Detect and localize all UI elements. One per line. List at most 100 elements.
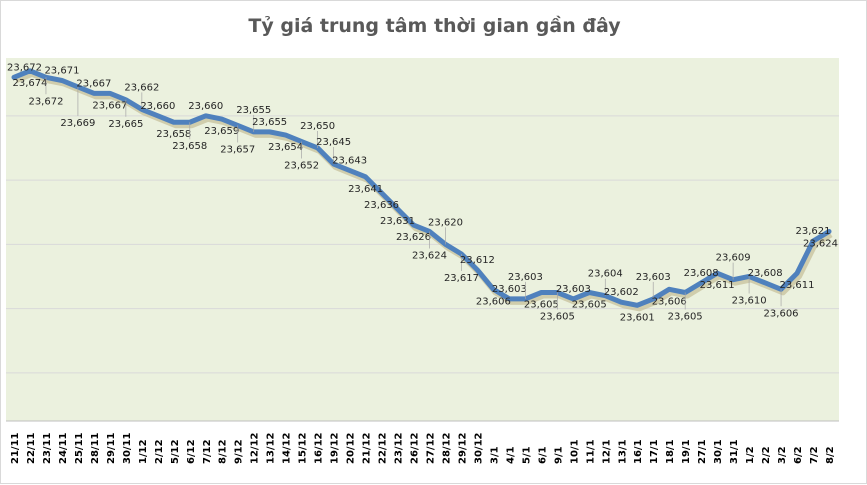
- x-tick-label: 16/12: [314, 432, 325, 464]
- data-label: 23,612: [460, 255, 495, 266]
- data-label: 23,626: [396, 232, 431, 243]
- x-tick-label: 10/1: [569, 439, 580, 464]
- data-label: 23,602: [604, 287, 639, 298]
- x-tick-label: 27/12: [425, 432, 436, 464]
- data-point: [12, 75, 16, 80]
- data-label: 23,655: [252, 117, 287, 128]
- data-point: [91, 91, 96, 96]
- data-point: [395, 206, 400, 211]
- data-label: 23,660: [140, 101, 175, 112]
- data-point: [491, 287, 496, 292]
- data-point: [59, 78, 64, 83]
- x-tick-label: 11/1: [585, 439, 596, 464]
- data-point: [539, 290, 544, 295]
- x-tick-label: 27/1: [697, 439, 708, 464]
- x-tick-label: 9/12: [234, 439, 245, 464]
- data-label: 23,604: [588, 269, 623, 280]
- data-label: 23,650: [300, 121, 335, 132]
- data-label: 23,603: [636, 272, 671, 283]
- data-point: [107, 91, 112, 96]
- data-label: 23,611: [780, 280, 815, 291]
- data-label: 23,662: [124, 82, 159, 93]
- data-label: 23,665: [108, 119, 143, 130]
- data-label: 23,645: [316, 137, 351, 148]
- data-point: [715, 271, 720, 276]
- x-tick-label: 19/1: [681, 439, 692, 464]
- data-point: [347, 168, 352, 173]
- data-label: 23,624: [803, 238, 838, 249]
- data-point: [571, 296, 576, 301]
- data-label: 23,667: [92, 100, 127, 111]
- data-label: 23,655: [236, 105, 271, 116]
- x-tick-label: 23/12: [394, 432, 405, 464]
- x-tick-label: 12/12: [250, 432, 261, 464]
- data-point: [667, 287, 672, 292]
- x-tick-label: 6/12: [186, 439, 197, 464]
- data-label: 23,606: [652, 296, 687, 307]
- data-label: 23,603: [492, 284, 527, 295]
- x-tick-label: 28/12: [441, 432, 452, 464]
- data-label: 23,601: [620, 312, 655, 323]
- data-point: [619, 300, 624, 305]
- data-label: 23,660: [188, 101, 223, 112]
- data-point: [219, 117, 224, 122]
- x-tick-label: 17/1: [649, 439, 660, 464]
- x-tick-label: 2/2: [761, 446, 772, 464]
- data-label: 23,669: [60, 118, 95, 129]
- x-tick-label: 24/11: [58, 432, 69, 464]
- data-point: [635, 303, 640, 308]
- data-label: 23,641: [348, 184, 383, 195]
- x-tick-label: 18/1: [665, 439, 676, 464]
- x-tick-label: 13/12: [266, 432, 277, 464]
- data-point: [475, 268, 480, 273]
- data-label: 23,605: [668, 312, 703, 323]
- x-tick-label: 28/11: [90, 432, 101, 464]
- data-label: 23,605: [572, 300, 607, 311]
- x-tick-label: 2/12: [154, 439, 165, 464]
- data-label: 23,605: [524, 300, 559, 311]
- data-label: 23,667: [76, 78, 111, 89]
- x-tick-label: 31/1: [729, 439, 740, 464]
- data-label: 23,624: [412, 250, 447, 261]
- x-tick-label: 6/2: [793, 446, 804, 464]
- data-label: 23,606: [764, 308, 799, 319]
- data-label: 23,652: [284, 161, 319, 172]
- data-label: 23,603: [556, 284, 591, 295]
- data-label: 23,608: [684, 268, 719, 279]
- x-tick-label: 12/1: [601, 439, 612, 464]
- x-tick-label: 19/12: [330, 432, 341, 464]
- x-tick-label: 8/12: [218, 439, 229, 464]
- x-tick-label: 7/12: [202, 439, 213, 464]
- x-tick-label: 22/12: [378, 432, 389, 464]
- data-label: 23,621: [796, 226, 831, 237]
- data-point: [283, 133, 288, 138]
- data-point: [171, 120, 176, 125]
- data-point: [155, 113, 160, 118]
- x-tick-label: 30/1: [713, 439, 724, 464]
- x-tick-label: 26/12: [410, 432, 421, 464]
- data-label: 23,609: [716, 253, 751, 264]
- x-tick-label: 1/12: [138, 439, 149, 464]
- data-label: 23,654: [268, 142, 303, 153]
- data-point: [27, 68, 32, 73]
- series-line: [11, 68, 832, 308]
- x-tick-label: 21/11: [10, 432, 21, 464]
- x-tick-label: 14/12: [282, 432, 293, 464]
- x-tick-label: 23/11: [42, 432, 53, 464]
- data-label: 23,643: [332, 155, 367, 166]
- data-label: 23,658: [156, 129, 191, 140]
- data-label: 23,631: [380, 216, 415, 227]
- data-point: [587, 290, 592, 295]
- data-label: 23,659: [204, 126, 239, 137]
- data-label: 23,605: [540, 312, 575, 323]
- data-point: [363, 174, 368, 179]
- data-point: [795, 271, 800, 276]
- data-label: 23,610: [732, 295, 767, 306]
- data-point: [379, 190, 384, 195]
- data-label: 23,671: [44, 65, 79, 76]
- x-tick-label: 3/1: [489, 446, 500, 464]
- data-label: 23,608: [748, 268, 783, 279]
- x-tick-label: 30/11: [122, 432, 133, 464]
- x-tick-label: 16/1: [633, 439, 644, 464]
